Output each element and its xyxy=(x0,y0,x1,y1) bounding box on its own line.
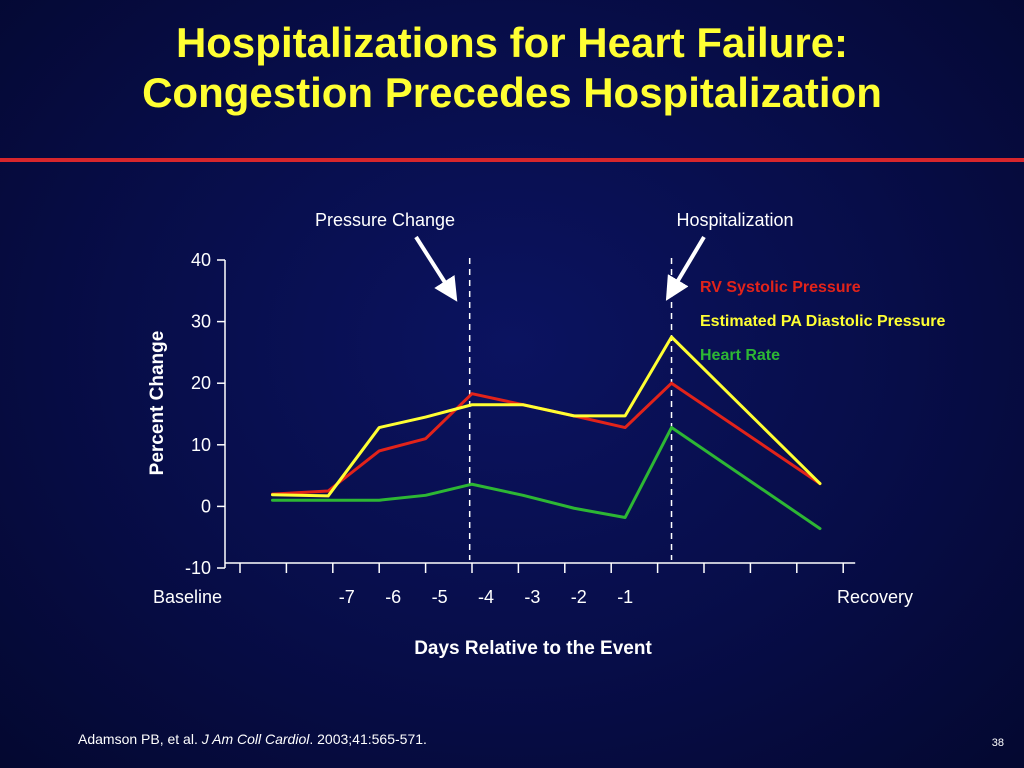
x-tick-label: -1 xyxy=(617,587,633,607)
x-tick-label: -3 xyxy=(524,587,540,607)
event-label: Pressure Change xyxy=(315,210,455,230)
x-tick-label: Recovery xyxy=(837,587,913,607)
pressure-change-arrow xyxy=(414,235,458,302)
slide-number: 38 xyxy=(991,737,1004,749)
x-tick-label: -2 xyxy=(571,587,587,607)
legend-entry-estimated-pa-diastolic-pressure: Estimated PA Diastolic Pressure xyxy=(700,313,946,330)
legend-entry-heart-rate: Heart Rate xyxy=(700,347,780,364)
y-axis-title: Percent Change xyxy=(147,331,168,476)
legend-entry-rv-systolic-pressure: RV Systolic Pressure xyxy=(700,279,861,296)
y-tick-label: 30 xyxy=(191,312,211,332)
x-tick-label: -5 xyxy=(432,587,448,607)
y-tick-label: 20 xyxy=(191,373,211,393)
citation-authors: Adamson PB, et al. xyxy=(78,731,202,747)
x-tick-label: -7 xyxy=(339,587,355,607)
x-axis-title: Days Relative to the Event xyxy=(414,638,652,659)
citation: Adamson PB, et al. J Am Coll Cardiol. 20… xyxy=(78,731,427,747)
citation-journal: J Am Coll Cardiol xyxy=(201,731,310,747)
hospitalization-arrow xyxy=(665,235,706,301)
slide-title: Hospitalizations for Heart Failure: Cong… xyxy=(0,18,1024,118)
y-tick-label: 0 xyxy=(201,496,211,516)
series-line-estimated-pa-diastolic-pressure xyxy=(270,335,822,498)
y-tick-label: 40 xyxy=(191,250,211,270)
event-label: Hospitalization xyxy=(676,210,793,230)
x-tick-label: Baseline xyxy=(153,587,222,607)
x-tick-label: -4 xyxy=(478,587,494,607)
y-tick-label: 10 xyxy=(191,435,211,455)
citation-details: . 2003;41:565-571. xyxy=(309,731,427,747)
title-divider xyxy=(0,158,1024,162)
series-line-rv-systolic-pressure xyxy=(270,381,822,496)
series-line-heart-rate xyxy=(270,426,822,531)
title-line-2: Congestion Precedes Hospitalization xyxy=(142,69,882,116)
y-tick-label: -10 xyxy=(185,558,211,578)
x-tick-label: -6 xyxy=(385,587,401,607)
title-line-1: Hospitalizations for Heart Failure: xyxy=(175,19,849,66)
